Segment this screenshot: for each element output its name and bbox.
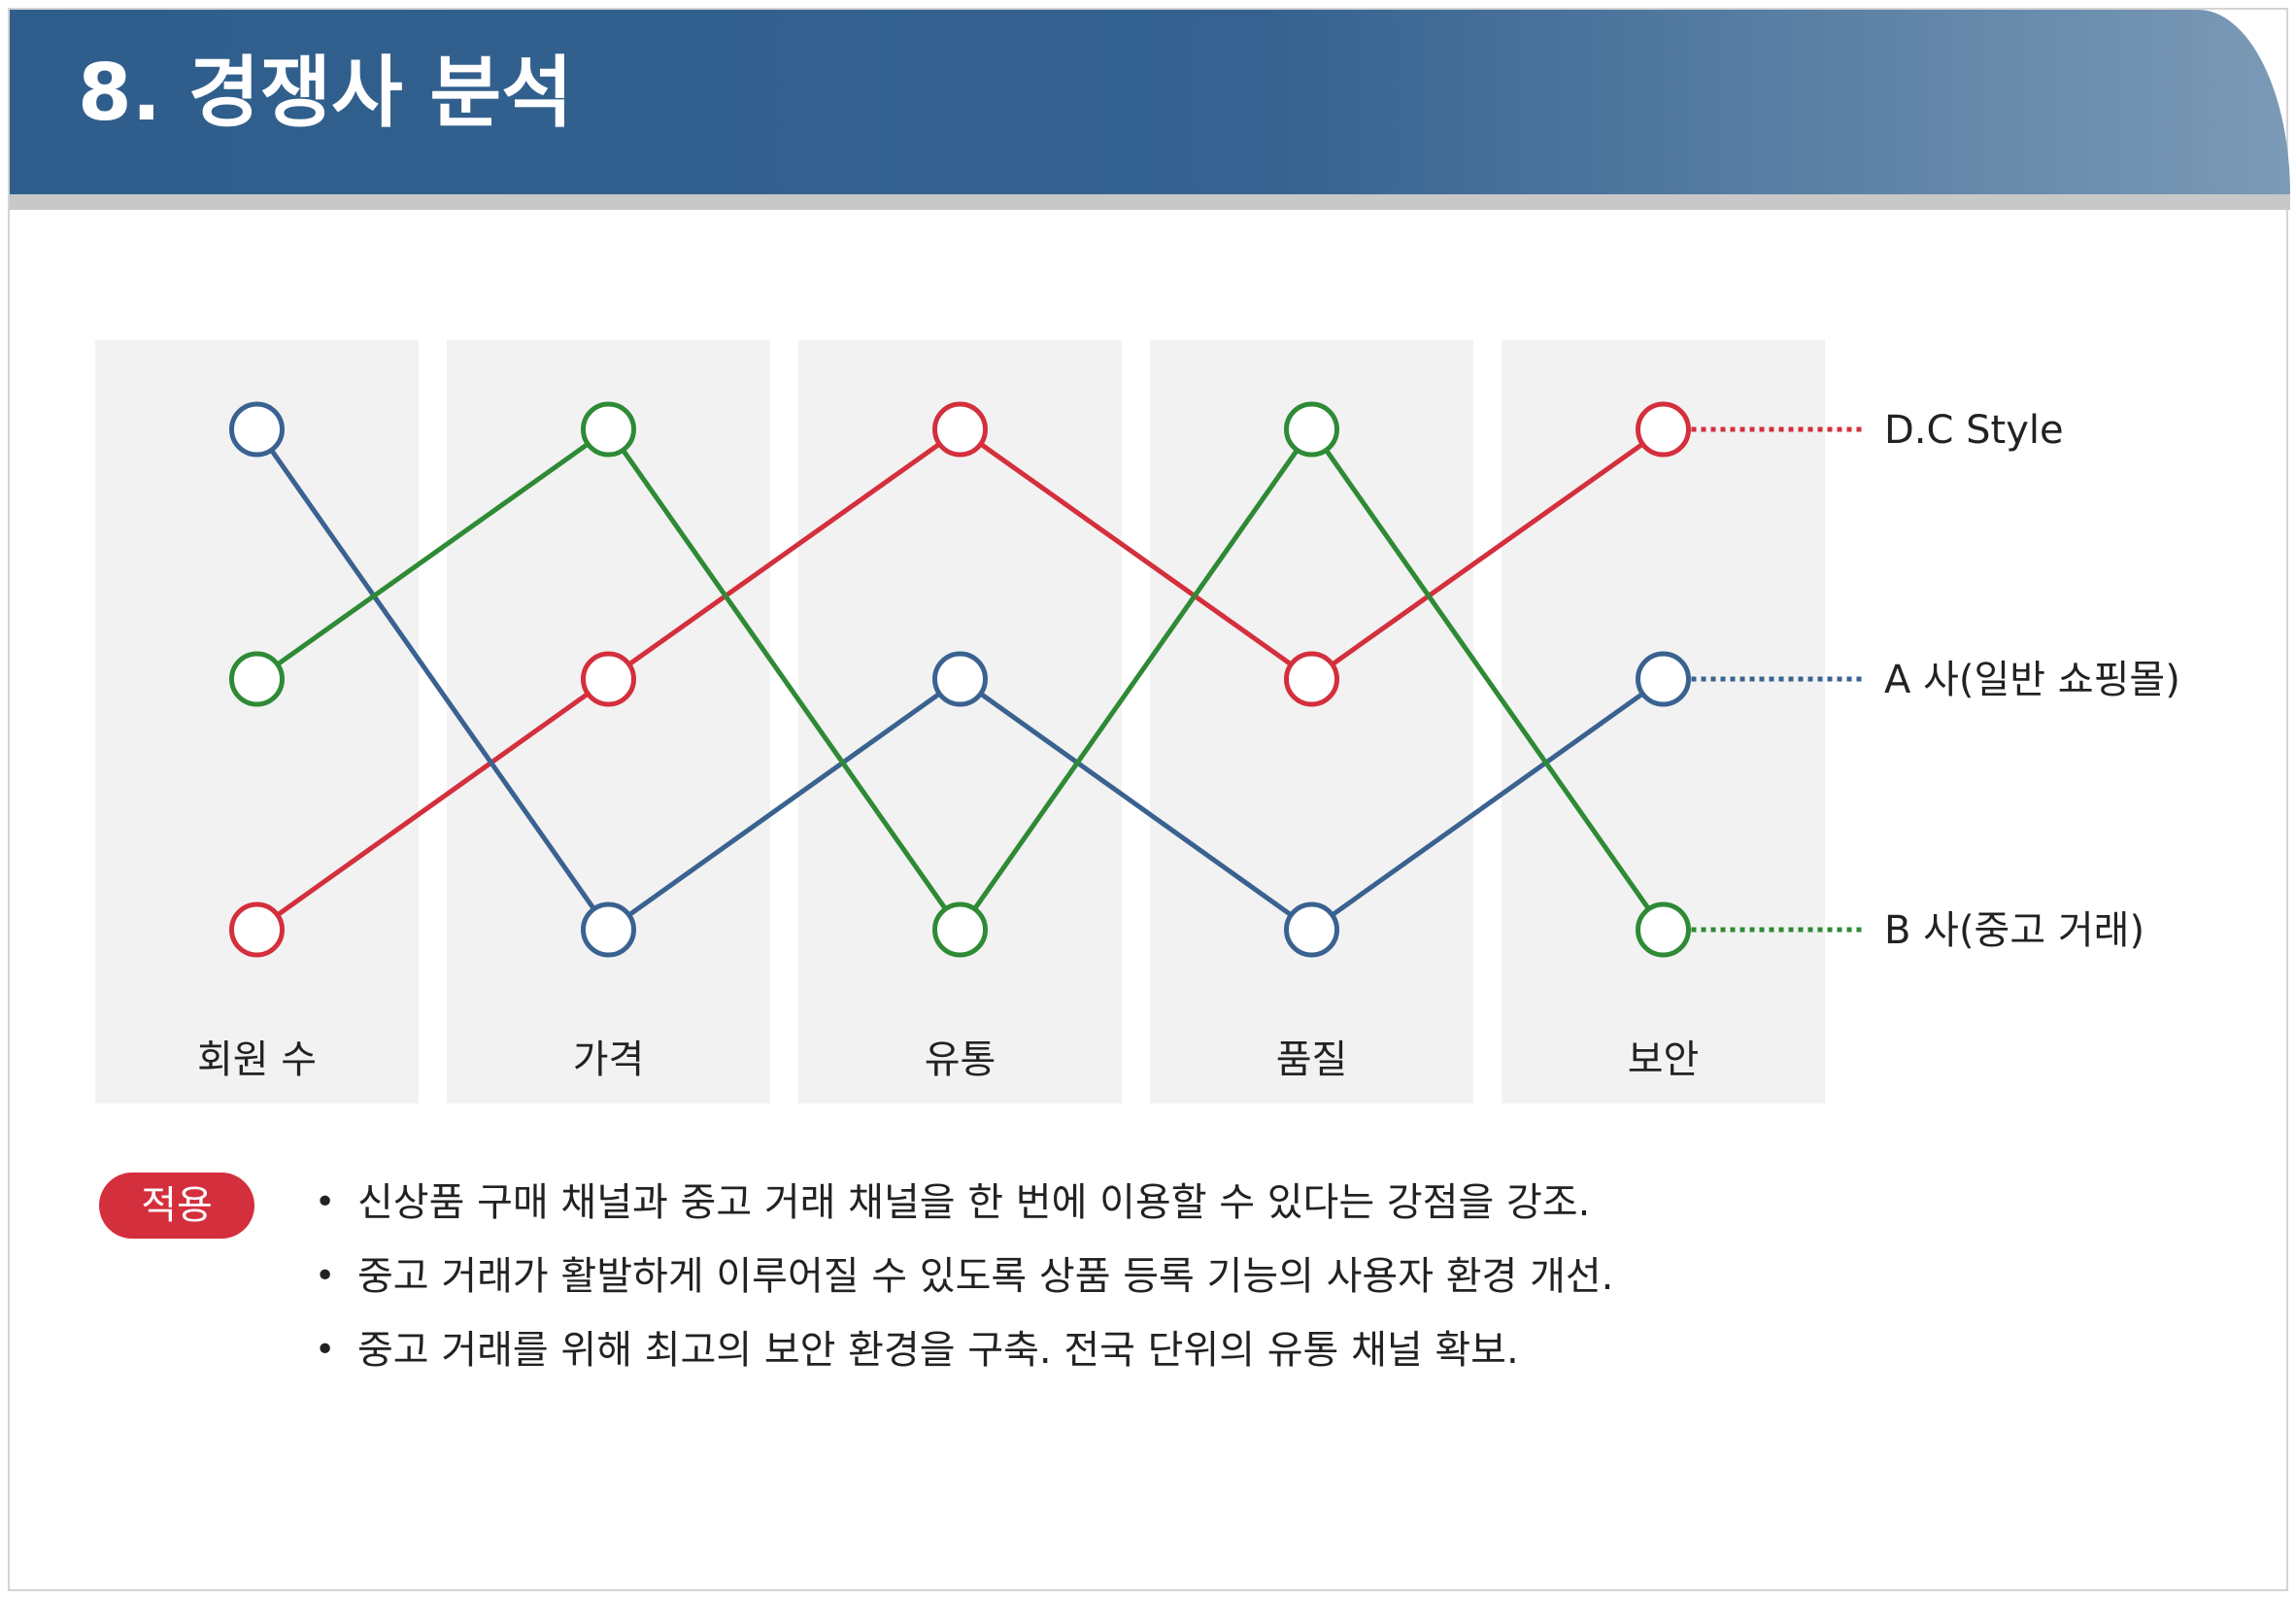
data-point (932, 902, 988, 958)
category-column (1502, 340, 1825, 1104)
category-label: 품질 (1276, 1038, 1348, 1082)
category-column (447, 340, 770, 1104)
data-point (1284, 902, 1339, 958)
legend-label: A 사(일반 쇼핑몰) (1884, 658, 2180, 702)
category-column (95, 340, 419, 1104)
legend-label: D.C Style (1884, 408, 2064, 453)
category-label: 회원 수 (197, 1038, 317, 1082)
apply-badge: 적용 (99, 1173, 254, 1239)
data-point (581, 902, 636, 958)
category-label: 가격 (573, 1038, 645, 1082)
legend-label: B 사(중고 거래) (1884, 908, 2144, 953)
data-point (581, 651, 636, 707)
category-column (798, 340, 1122, 1104)
title-bar (10, 10, 2290, 194)
data-point (229, 651, 285, 707)
category-label: 보안 (1628, 1038, 1700, 1082)
data-point (229, 401, 285, 458)
data-point (932, 651, 988, 707)
data-point (581, 401, 636, 458)
apply-item: 신상품 구매 채널과 중고 거래 채널을 한 번에 이용할 수 있다는 강점을 … (315, 1166, 1613, 1240)
apply-item: 중고 거래를 위해 최고의 보안 환경을 구축. 전국 단위의 유통 채널 확보… (315, 1313, 1613, 1387)
data-point (1284, 401, 1339, 458)
data-point (229, 902, 285, 958)
apply-item: 중고 거래가 활발하게 이루어질 수 있도록 상품 등록 기능의 사용자 환경 … (315, 1240, 1613, 1313)
data-point (1636, 401, 1691, 458)
data-point (1636, 651, 1691, 707)
data-point (932, 401, 988, 458)
category-column (1150, 340, 1473, 1104)
page-title: 8. 경쟁사 분석 (78, 48, 573, 138)
data-point (1284, 651, 1339, 707)
category-label: 유통 (925, 1038, 996, 1082)
apply-list: 신상품 구매 채널과 중고 거래 채널을 한 번에 이용할 수 있다는 강점을 … (315, 1166, 1613, 1387)
data-point (1636, 902, 1691, 958)
title-bar-shadow (10, 194, 2290, 210)
